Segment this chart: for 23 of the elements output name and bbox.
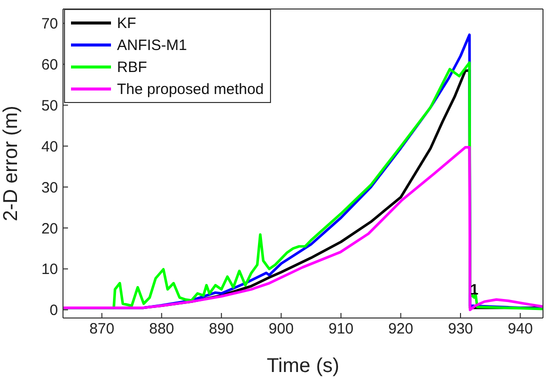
legend-label: RBF	[117, 58, 147, 76]
x-tick-label: 900	[268, 320, 294, 338]
y-tick-label: 10	[41, 261, 58, 278]
legend-label: ANFIS-M1	[117, 36, 188, 54]
x-tick-label: 930	[448, 320, 474, 338]
legend-label: KF	[117, 14, 136, 32]
x-tick-label: 890	[208, 320, 234, 338]
x-axis-title: Time (s)	[266, 355, 340, 377]
y-axis-title: 2-D error (m)	[0, 106, 22, 222]
legend-label: The proposed method	[117, 80, 264, 98]
y-tick-label: 30	[41, 179, 58, 196]
x-tick-label: 870	[89, 320, 114, 338]
y-tick-label: 50	[41, 98, 58, 115]
x-tick-label: 920	[388, 320, 414, 338]
line-series	[63, 146, 543, 312]
y-tick-label: 20	[41, 220, 58, 238]
x-tick-label: 880	[149, 320, 174, 338]
y-tick-label: 40	[41, 138, 58, 156]
x-tick-label: 910	[328, 320, 354, 338]
x-tick-label: 940	[508, 320, 533, 338]
y-tick-label: 70	[41, 16, 58, 33]
y-tick-label: 0	[50, 302, 58, 320]
y-tick-label: 60	[41, 56, 58, 74]
